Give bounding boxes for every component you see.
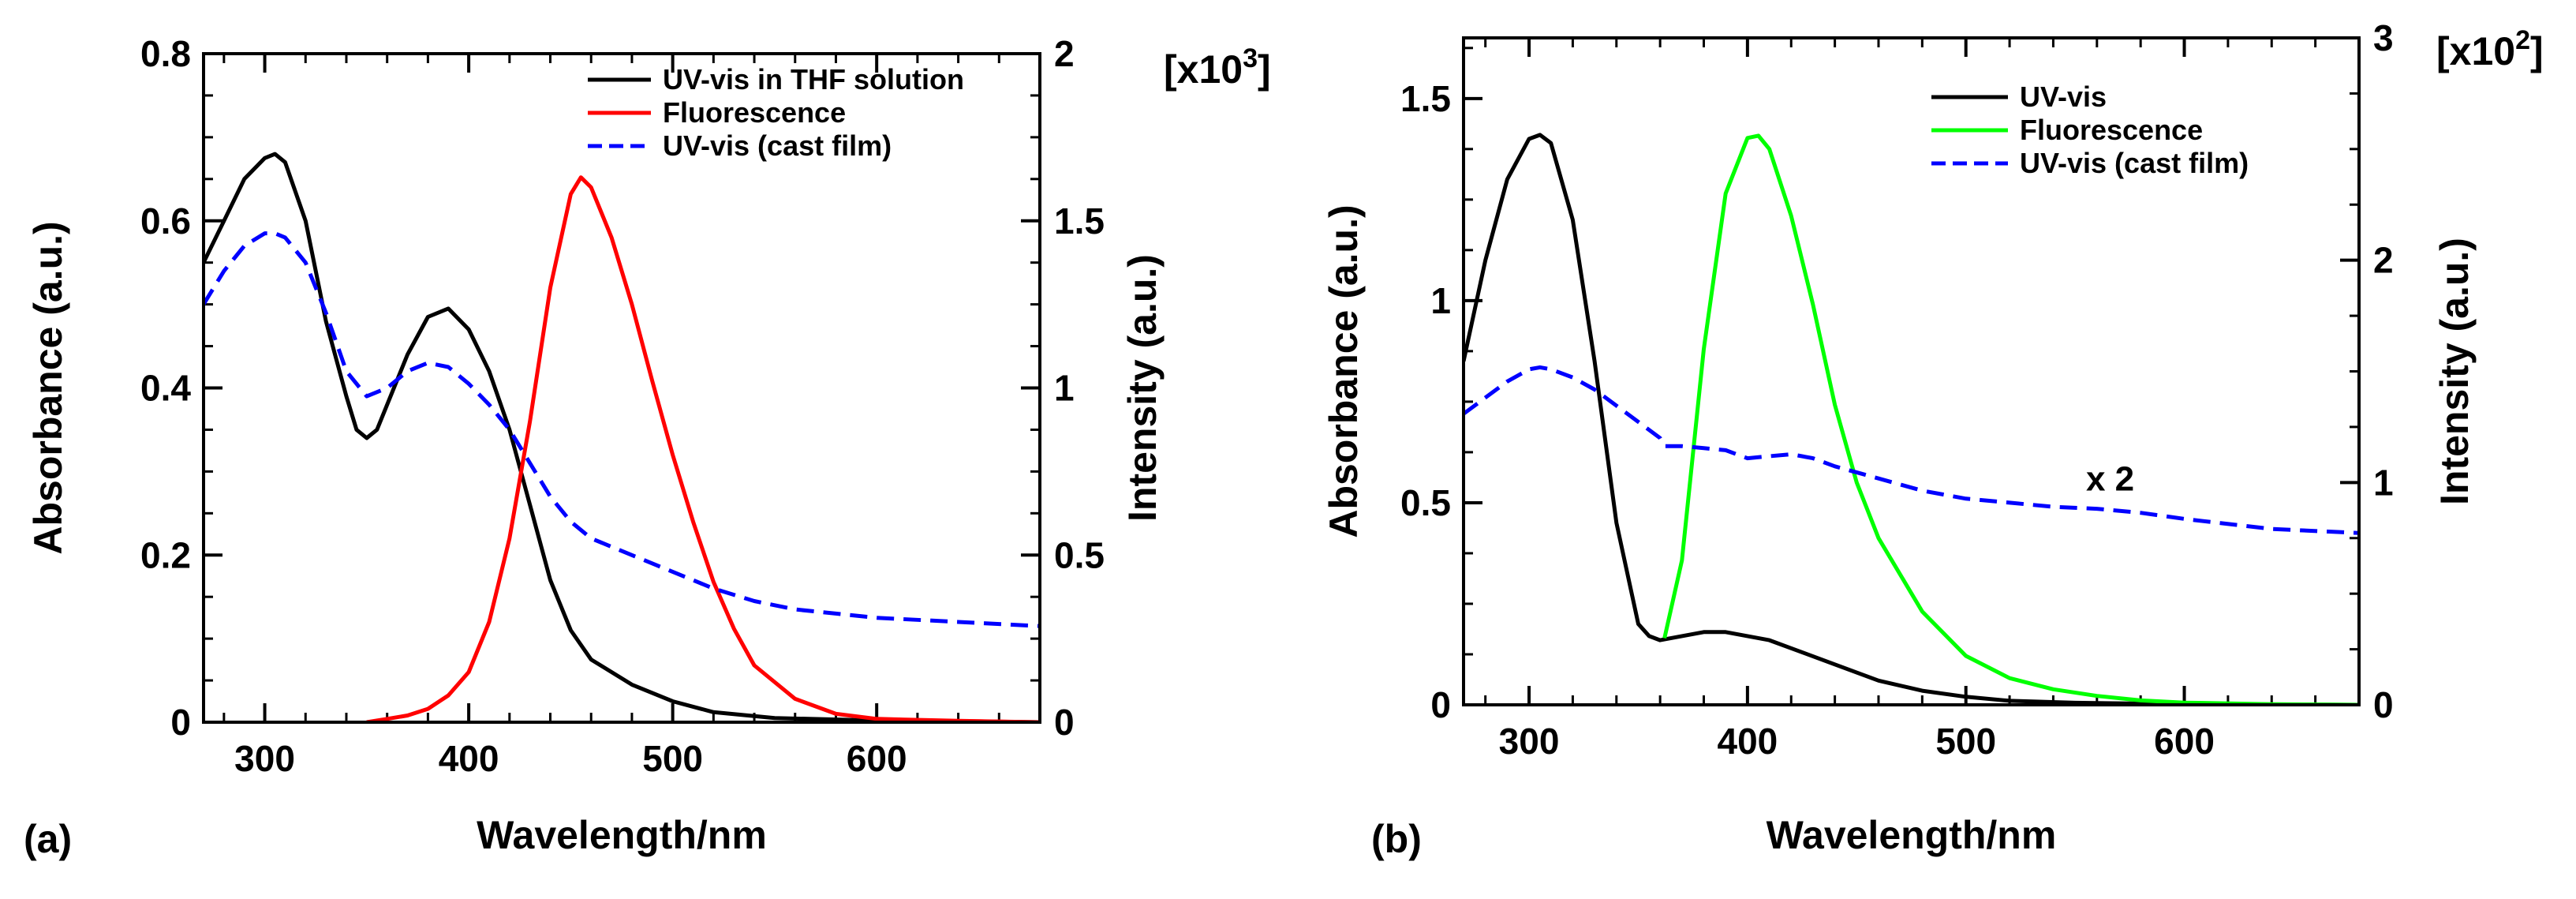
x-tick-label: 500	[1935, 721, 1996, 762]
panel-label: (b)	[1371, 817, 1422, 861]
y-tick-label: 1	[1430, 280, 1451, 321]
series-line-2	[1464, 365, 2359, 535]
x-axis-title: Wavelength/nm	[477, 813, 767, 857]
series-line-1	[1662, 133, 2359, 705]
y-axis-title: Absorbance (a.u.)	[26, 221, 70, 554]
series-group	[204, 152, 1040, 722]
legend: UV-vis in THF solutionFluorescenceUV-vis…	[588, 63, 964, 162]
annotation: x 2	[2086, 460, 2134, 499]
y2-tick-label: 1.5	[1054, 200, 1105, 242]
series-group	[1464, 133, 2359, 705]
y2-tick-label: 1	[2373, 462, 2394, 503]
x-tick-label: 400	[1718, 721, 1778, 762]
legend-label-1: Fluorescence	[2020, 114, 2203, 146]
x-tick-label: 600	[2154, 721, 2215, 762]
y2-multiplier-close: ]	[1258, 47, 1271, 92]
legend-label-1: Fluorescence	[663, 96, 846, 129]
y-tick-label: 0.2	[140, 534, 191, 575]
y-tick-label: 0	[170, 702, 191, 743]
y2-multiplier: [x103]	[1164, 43, 1271, 92]
y2-axis-title: Intensity (a.u.)	[1120, 254, 1165, 522]
y2-tick-label: 0.5	[1054, 534, 1105, 575]
y2-tick-label: 2	[1054, 33, 1075, 74]
legend-label-0: UV-vis	[2020, 81, 2107, 113]
y2-axis-title: Intensity (a.u.)	[2432, 238, 2477, 505]
y2-tick-label: 0	[2373, 684, 2394, 725]
x-tick-label: 300	[1499, 721, 1560, 762]
y2-tick-label: 1	[1054, 368, 1075, 409]
minor-ticks	[204, 52, 1041, 724]
y2-multiplier: [x102]	[2436, 25, 2544, 73]
y2-multiplier-base: [x10	[2436, 29, 2515, 73]
series-line-0	[204, 152, 1040, 722]
panel-a: 300 400 500 600 0 0.2 0.4 0.6 0.8 0 0.5 1 1.5 2 UV-vis…	[24, 33, 1271, 861]
y2-multiplier-exp: 2	[2515, 25, 2530, 55]
x-tick-label: 400	[439, 738, 499, 779]
x-tick-label: 300	[234, 738, 295, 779]
series-line-0	[1464, 133, 2359, 705]
x-tick-label: 500	[642, 738, 703, 779]
y2-tick-label: 2	[2373, 240, 2394, 281]
y2-multiplier-base: [x10	[1164, 47, 1243, 92]
y2-tick-label: 0	[1054, 702, 1075, 743]
x-axis-title: Wavelength/nm	[1767, 813, 2057, 857]
panel-b: 300 400 500 600 0 0.5 1 1.5 0 1 2 3 UV-visFluorescen…	[1322, 17, 2544, 861]
y-tick-label: 1.5	[1400, 78, 1451, 119]
y2-multiplier-close: ]	[2530, 29, 2544, 73]
y-tick-label: 0.4	[140, 368, 191, 409]
y-tick-label: 0.8	[140, 33, 191, 74]
y-tick-label: 0.6	[140, 200, 191, 242]
y-tick-label: 0.5	[1400, 482, 1451, 523]
plot-frame	[202, 52, 1041, 724]
legend-label-2: UV-vis (cast film)	[2020, 147, 2249, 179]
legend-label-0: UV-vis in THF solution	[663, 63, 964, 96]
series-line-1	[366, 175, 1040, 722]
y-axis-title: Absorbance (a.u.)	[1322, 204, 1366, 538]
panel-label: (a)	[24, 817, 72, 861]
y2-multiplier-exp: 3	[1243, 43, 1258, 73]
x-tick-label: 600	[847, 738, 907, 779]
legend-label-2: UV-vis (cast film)	[663, 129, 892, 162]
y2-tick-label: 3	[2373, 17, 2394, 58]
series-line-2	[204, 231, 1040, 628]
plot-frame	[1462, 36, 2361, 706]
y-tick-label: 0	[1430, 684, 1451, 725]
